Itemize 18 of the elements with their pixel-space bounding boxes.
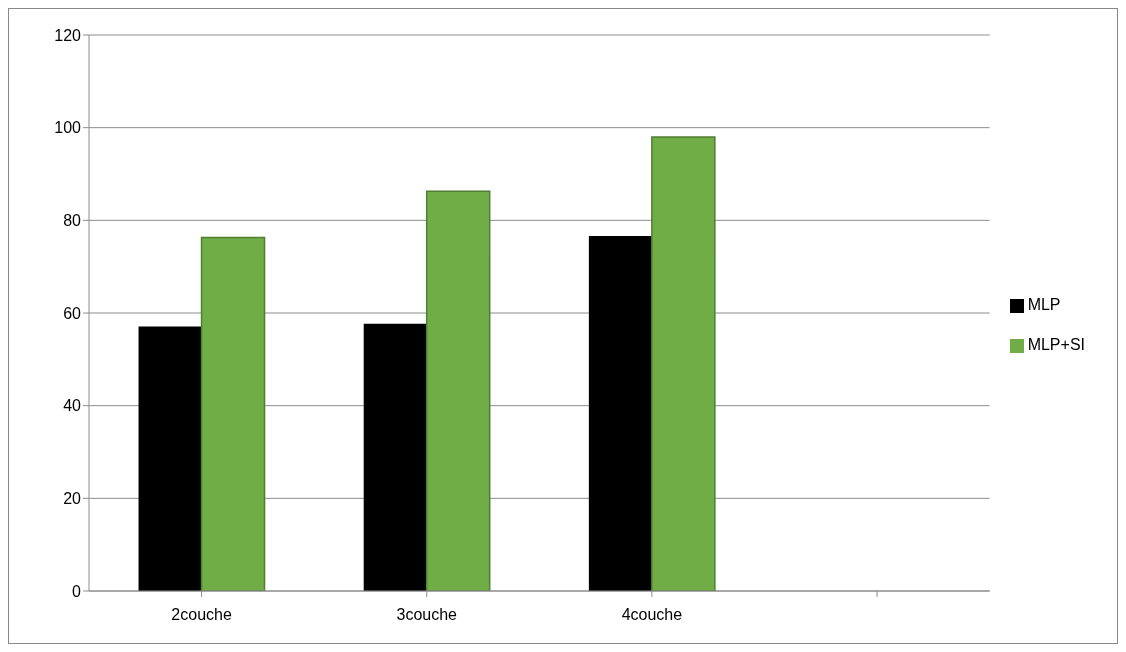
y-tick-label: 80 [63, 212, 82, 230]
bar [138, 326, 202, 591]
bar [425, 190, 491, 591]
y-tick-label: 40 [63, 397, 82, 415]
y-tick-label: 0 [72, 582, 82, 600]
x-tick-label: 2couche [171, 606, 232, 624]
x-tick-label: 3couche [396, 606, 458, 624]
x-tick-label: 4couche [621, 606, 683, 624]
bar [588, 236, 652, 591]
legend-label: MLP+SI [1027, 336, 1085, 353]
y-tick-label: 60 [63, 304, 82, 322]
y-tick-label: 20 [63, 490, 82, 508]
bar [651, 136, 716, 591]
y-tick-label: 100 [54, 119, 82, 137]
y-tick-label: 120 [54, 26, 82, 44]
bar [363, 323, 427, 591]
bar [200, 236, 266, 591]
legend-label: MLP [1027, 296, 1061, 313]
